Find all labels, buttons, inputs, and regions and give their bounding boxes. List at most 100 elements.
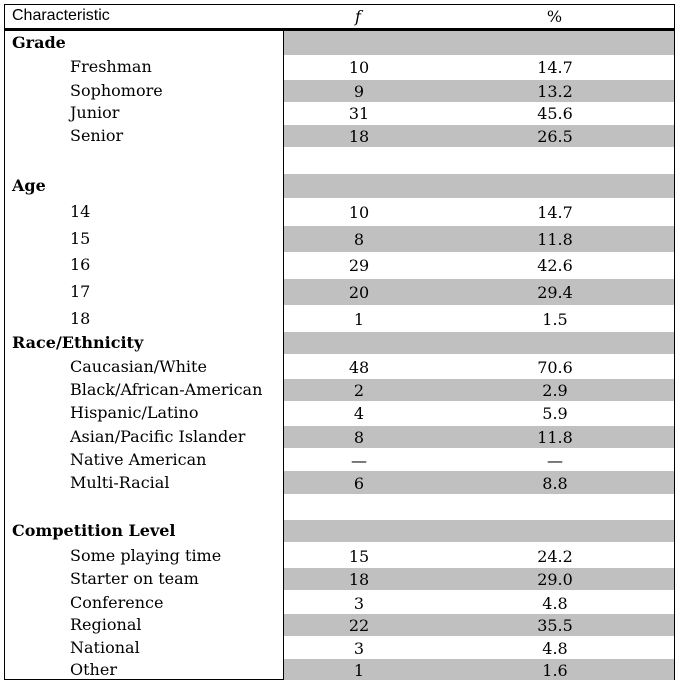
header-percent: % — [546, 7, 563, 26]
frequency-cell: 3 — [353, 639, 365, 658]
percent-cell: 2.9 — [542, 381, 568, 400]
category-row: Race/Ethnicity — [5, 332, 674, 354]
category-label: Age — [12, 176, 46, 195]
row-label: 14 — [70, 202, 91, 221]
percent-cell: 24.2 — [537, 547, 573, 566]
row-shading — [284, 520, 674, 542]
percent-cell: 1.6 — [542, 661, 568, 680]
table-row: Sophomore 9 13.2 — [5, 80, 674, 102]
row-shading — [284, 125, 674, 147]
row-shading — [284, 80, 674, 102]
table-row: 17 20 29.4 — [5, 279, 674, 305]
table-row: National 3 4.8 — [5, 637, 674, 659]
table-row: Multi-Racial 6 8.8 — [5, 471, 674, 494]
percent-cell: 4.8 — [542, 639, 568, 658]
frequency-cell: 20 — [348, 283, 370, 302]
row-label: 15 — [70, 229, 91, 248]
frequency-cell: 48 — [348, 358, 370, 377]
row-shading — [284, 279, 674, 305]
row-label: Hispanic/Latino — [70, 403, 199, 422]
table-header: Characteristic f % — [5, 5, 674, 31]
frequency-cell: 29 — [348, 256, 370, 275]
table-row: Some playing time 15 24.2 — [5, 545, 674, 567]
table-row: Native American — — — [5, 449, 674, 471]
frequency-cell: 15 — [348, 547, 370, 566]
frequency-cell: 8 — [353, 230, 365, 249]
table-row: Black/African-American 2 2.9 — [5, 379, 674, 401]
table-row: 18 1 1.5 — [5, 306, 674, 332]
row-label: Black/African-American — [70, 380, 263, 399]
table-row: 15 8 11.8 — [5, 226, 674, 252]
table-row: Freshman 10 14.7 — [5, 56, 674, 78]
percent-cell: 11.8 — [537, 230, 573, 249]
frequency-cell: 2 — [353, 381, 365, 400]
frequency-cell: 22 — [348, 616, 370, 635]
percent-cell: 29.4 — [537, 283, 573, 302]
percent-cell: 35.5 — [537, 616, 573, 635]
row-shading — [284, 426, 674, 448]
percent-cell: 14.7 — [537, 203, 573, 222]
row-shading — [284, 568, 674, 590]
row-label: Other — [70, 660, 117, 679]
percent-cell: 1.5 — [542, 310, 568, 329]
frequency-cell: 8 — [353, 428, 365, 447]
percent-cell: 45.6 — [537, 104, 573, 123]
row-shading — [284, 471, 674, 494]
category-label: Grade — [12, 33, 66, 52]
spacer-row — [5, 497, 674, 519]
row-label: 18 — [70, 309, 91, 328]
row-shading — [284, 174, 674, 198]
row-label: Caucasian/White — [70, 357, 207, 376]
category-label: Competition Level — [12, 521, 176, 540]
category-label: Race/Ethnicity — [12, 333, 144, 352]
row-label: Junior — [70, 103, 120, 122]
percent-cell: 13.2 — [537, 82, 573, 101]
frequency-cell: 9 — [353, 82, 365, 101]
row-shading — [284, 659, 674, 680]
frequency-cell: — — [351, 451, 367, 470]
table-row: Asian/Pacific Islander 8 11.8 — [5, 426, 674, 448]
spacer-row — [5, 150, 674, 174]
percent-cell: 11.8 — [537, 428, 573, 447]
row-label: Multi-Racial — [70, 473, 170, 492]
percent-cell: 42.6 — [537, 256, 573, 275]
row-label: Freshman — [70, 57, 152, 76]
percent-cell: 70.6 — [537, 358, 573, 377]
row-shading — [284, 31, 674, 55]
table-row: Hispanic/Latino 4 5.9 — [5, 402, 674, 424]
table-row: 16 29 42.6 — [5, 252, 674, 278]
frequency-cell: 4 — [353, 404, 365, 423]
percent-cell: 5.9 — [542, 404, 568, 423]
percent-cell: 29.0 — [537, 570, 573, 589]
table-row: Caucasian/White 48 70.6 — [5, 356, 674, 378]
frequency-cell: 1 — [353, 661, 365, 680]
category-row: Competition Level — [5, 520, 674, 542]
table-row: Starter on team 18 29.0 — [5, 568, 674, 590]
row-label: National — [70, 638, 140, 657]
frequency-cell: 6 — [353, 474, 365, 493]
row-label: Conference — [70, 593, 164, 612]
row-label: Regional — [70, 615, 142, 634]
frequency-cell: 3 — [353, 594, 365, 613]
table-row: Other 1 1.6 — [5, 659, 674, 680]
category-row: Grade — [5, 31, 674, 55]
table-row: Conference 3 4.8 — [5, 592, 674, 614]
percent-cell: 4.8 — [542, 594, 568, 613]
category-row: Age — [5, 174, 674, 198]
row-label: Asian/Pacific Islander — [70, 427, 246, 446]
frequency-cell: 10 — [348, 203, 370, 222]
column-divider — [283, 31, 284, 680]
percent-cell: 8.8 — [542, 474, 568, 493]
header-frequency: f — [355, 7, 361, 26]
row-label: Sophomore — [70, 81, 163, 100]
header-characteristic: Characteristic — [12, 7, 110, 24]
percent-cell: 26.5 — [537, 127, 573, 146]
table-row: Junior 31 45.6 — [5, 102, 674, 124]
row-shading — [284, 379, 674, 401]
frequency-cell: 18 — [348, 127, 370, 146]
row-shading — [284, 614, 674, 636]
table-row: Senior 18 26.5 — [5, 125, 674, 147]
frequency-cell: 18 — [348, 570, 370, 589]
frequency-cell: 31 — [348, 104, 370, 123]
row-label: Senior — [70, 126, 124, 145]
